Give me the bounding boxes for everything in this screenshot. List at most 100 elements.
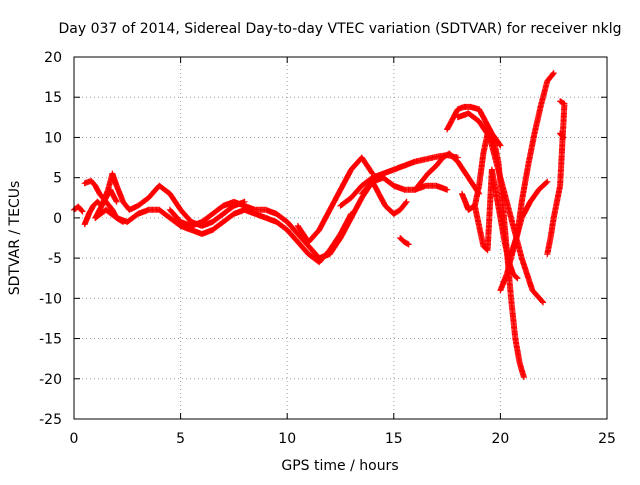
data-point-run (390, 207, 403, 217)
data-point-run (454, 158, 471, 180)
data-point-run (512, 335, 523, 365)
tick-label-layer: 0 5 10 15 20 25 -25 -20 -15 -10 -5 0 5 10 15 20 (39, 50, 616, 447)
data-point-run (375, 190, 388, 208)
data-series (544, 102, 568, 258)
data-point-run (412, 179, 424, 193)
y-tick-label: 20 (44, 50, 62, 66)
x-tick-label: 15 (385, 431, 403, 447)
data-point-run (337, 167, 354, 193)
data-point (550, 70, 557, 77)
data-series (92, 206, 355, 266)
y-tick-label: 5 (53, 171, 62, 187)
data-point-run (156, 206, 172, 221)
data-point-run (284, 218, 300, 236)
data-point-run (220, 211, 236, 225)
data-series (358, 174, 451, 197)
data-point-run (535, 179, 550, 193)
data-series (71, 203, 86, 215)
plot-frame (73, 56, 608, 420)
x-tick-label: 25 (598, 431, 616, 447)
data-point (113, 198, 120, 205)
data-series (459, 130, 491, 213)
data-point-run (529, 287, 546, 305)
data-point-run (397, 199, 409, 213)
data-point-run (220, 203, 236, 217)
data-point-run (98, 188, 111, 209)
y-axis-label: SDTVAR / TECUs (7, 181, 23, 296)
data-point-run (486, 134, 497, 144)
data-point (520, 374, 527, 381)
data-point-run (337, 216, 354, 241)
data-point-run (273, 218, 290, 233)
data-point-run (358, 179, 375, 197)
x-tick-label: 10 (278, 431, 296, 447)
data-point (514, 275, 521, 282)
x-tick-label: 20 (491, 431, 509, 447)
data-point-run (348, 196, 365, 221)
data-point (484, 130, 491, 137)
data-point-run (294, 239, 311, 257)
data-point-run (510, 271, 520, 281)
data-point-run (294, 231, 311, 248)
data-series (508, 70, 557, 258)
data-point-run (166, 190, 183, 212)
x-tick-label: 0 (70, 431, 79, 447)
data-point-run (156, 182, 172, 196)
data-point-run (525, 131, 538, 169)
data-point-run (418, 171, 431, 185)
data-series (557, 130, 567, 141)
data-point (544, 178, 551, 185)
chart-title: Day 037 of 2014, Sidereal Day-to-day VTE… (59, 21, 622, 37)
data-point-run (75, 203, 85, 214)
data-point-run (557, 130, 566, 140)
data-point (444, 186, 451, 193)
tick-layer (73, 56, 608, 420)
data-point-run (209, 219, 226, 233)
data-point-run (113, 182, 126, 204)
data-point-run (198, 211, 215, 225)
data-point-run (92, 207, 108, 221)
data-point-run (124, 211, 140, 225)
data-point-run (305, 228, 322, 245)
data-point-run (209, 211, 226, 225)
data-point-run (433, 155, 445, 169)
data-point-run (514, 200, 525, 237)
data-point-run (482, 118, 495, 136)
data-point-run (305, 251, 322, 265)
data-point-run (499, 198, 510, 252)
data-point-run (480, 131, 491, 157)
data-point-run (369, 178, 382, 196)
data-point-run (518, 163, 531, 205)
data-point-run (444, 115, 456, 133)
y-tick-label: -15 (39, 332, 62, 348)
data-point-run (459, 190, 471, 212)
y-tick-label: -10 (39, 291, 62, 307)
data-point-run (508, 295, 519, 341)
data-point-run (380, 174, 396, 188)
data-series (444, 103, 504, 149)
data-point-run (166, 206, 183, 224)
data-point-run (476, 151, 487, 189)
data-point-run (495, 158, 506, 204)
data-point-run (518, 255, 535, 292)
data-point-run (358, 175, 375, 189)
y-tick-label: -25 (39, 412, 62, 428)
data-point-run (527, 187, 541, 205)
data-point-run (316, 208, 333, 233)
data-point-run (465, 110, 481, 124)
y-tick-label: 15 (44, 90, 62, 106)
data-series (397, 235, 412, 248)
data-point-run (348, 155, 364, 173)
data-point-run (544, 236, 554, 258)
y-tick-label: 0 (53, 211, 62, 227)
data-point-run (135, 195, 151, 209)
data-point-run (544, 71, 556, 85)
data-point-run (446, 150, 460, 164)
data-point-run (424, 163, 439, 177)
data-point-run (145, 183, 162, 201)
data-point (561, 100, 568, 107)
data-point-run (516, 359, 527, 379)
data-point-run (209, 203, 226, 217)
